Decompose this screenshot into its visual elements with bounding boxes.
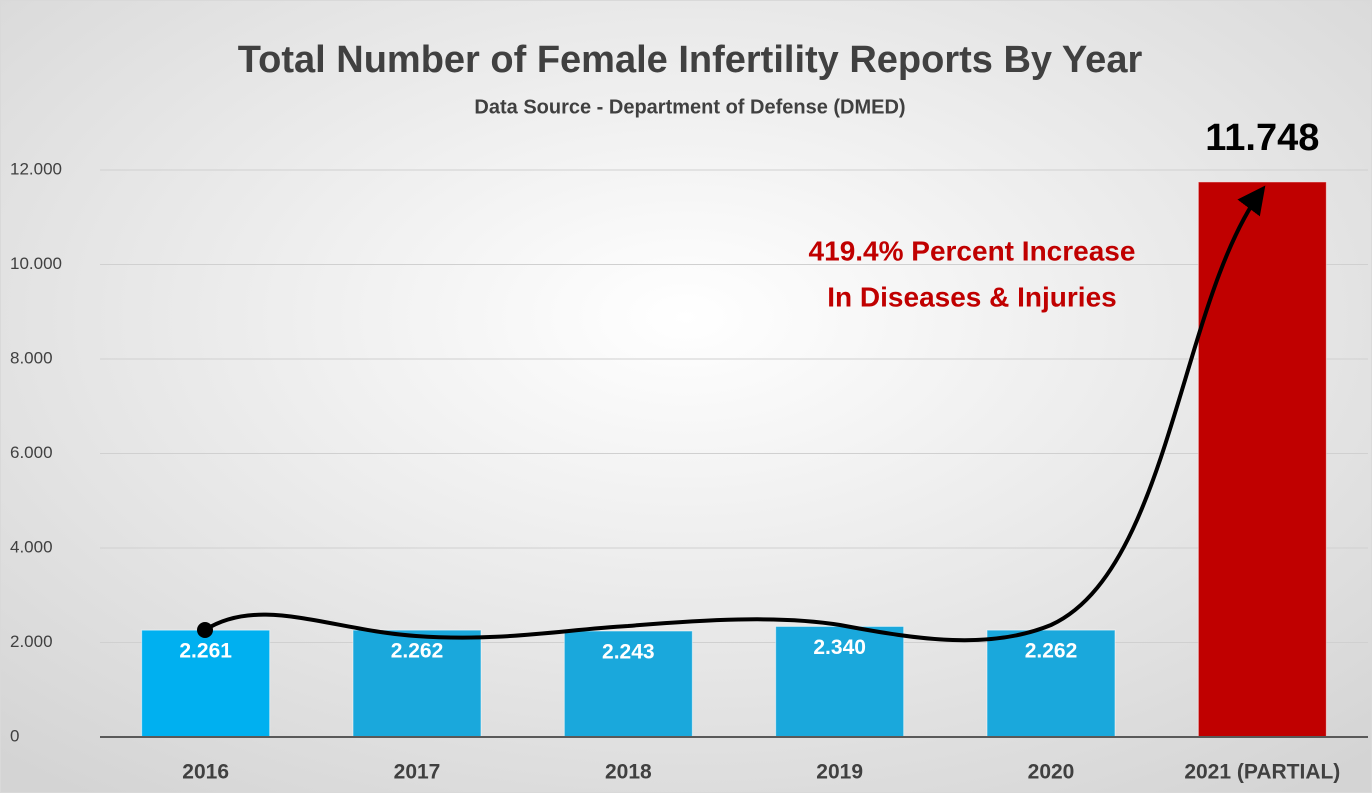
bar (775, 625, 905, 738)
data-label: 11.748 (1205, 117, 1319, 159)
x-tick-label: 2020 (1028, 761, 1075, 784)
y-tick-label: 8.000 (10, 348, 53, 367)
data-label: 2.262 (1025, 640, 1078, 663)
y-tick-label: 12.000 (10, 159, 62, 178)
y-tick-label: 10.000 (10, 254, 62, 273)
arrow-start (197, 622, 213, 638)
x-tick-label: 2021 (PARTIAL) (1184, 761, 1340, 784)
bar (141, 629, 271, 738)
data-label: 2.340 (813, 636, 866, 659)
y-tick-label: 4.000 (10, 537, 53, 556)
y-tick-label: 2.000 (10, 632, 53, 651)
y-tick-label: 6.000 (10, 443, 53, 462)
chart-subtitle: Data Source - Department of Defense (DME… (474, 96, 905, 118)
bar (1197, 181, 1327, 738)
bar (352, 629, 482, 738)
data-label: 2.262 (391, 640, 444, 663)
annotation: In Diseases & Injuries (827, 281, 1116, 312)
bar (986, 629, 1116, 738)
x-tick-label: 2016 (182, 761, 229, 784)
trend-arrow (203, 185, 1266, 643)
x-tick-label: 2017 (394, 761, 441, 784)
chart-title: Total Number of Female Infertility Repor… (238, 39, 1143, 81)
data-label: 2.261 (179, 640, 232, 663)
x-tick-label: 2018 (605, 761, 652, 784)
annotation: 419.4% Percent Increase (809, 235, 1136, 266)
data-label: 2.243 (602, 641, 655, 664)
bar (563, 630, 693, 738)
y-tick-label: 0 (10, 726, 19, 745)
x-tick-label: 2019 (816, 761, 863, 784)
